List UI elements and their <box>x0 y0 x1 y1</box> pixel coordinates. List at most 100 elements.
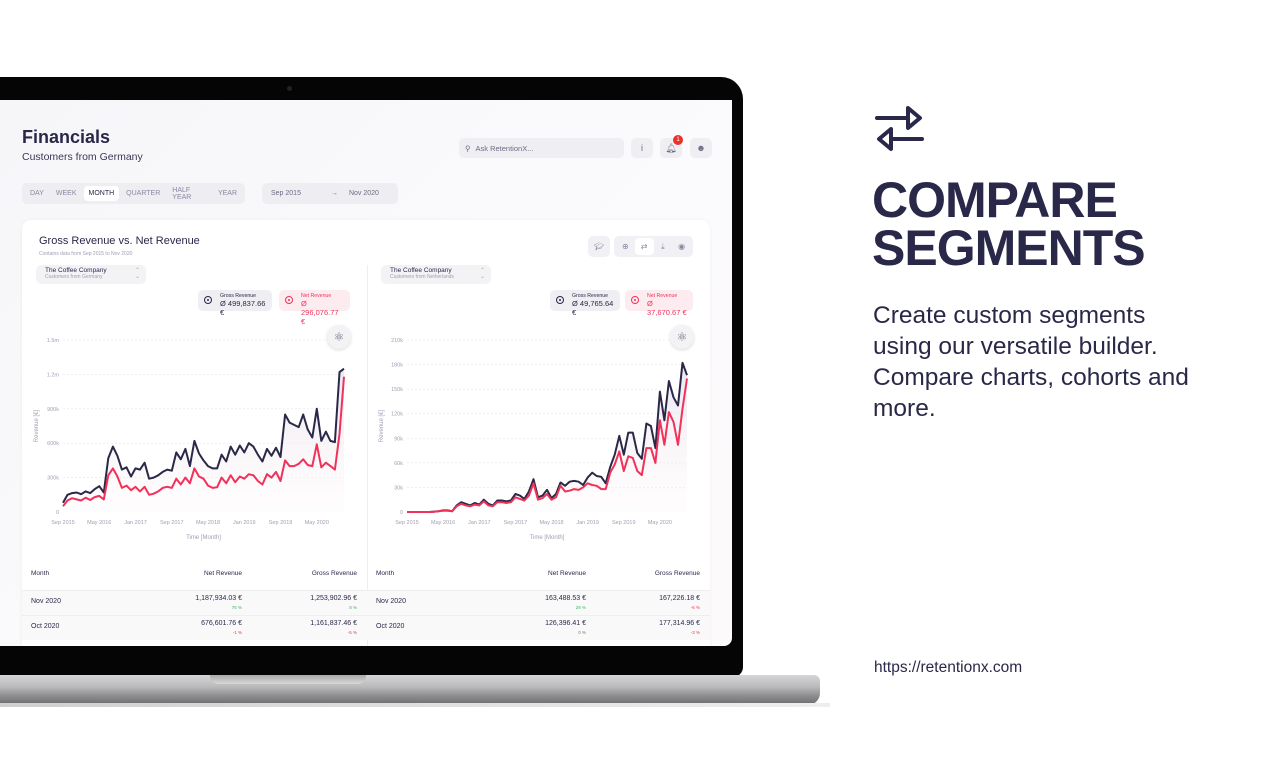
cell-month: Oct 2020 <box>31 623 60 630</box>
atom-icon: ⚛ <box>676 330 688 344</box>
x-tick-label: Sep 2019 <box>612 520 636 526</box>
cell-net: 1,187,934.03 € <box>195 595 242 602</box>
cell-month: Nov 2020 <box>376 598 406 605</box>
search-icon: ⚲ <box>465 143 471 153</box>
zoom-icon[interactable]: ⊕ <box>622 242 629 251</box>
ai-insights-button-right[interactable]: ⚛ <box>670 325 694 349</box>
legend-net-right[interactable]: Net Revenue Ø 37,670.67 € <box>625 290 693 317</box>
cell-gross: 1,253,902.96 € <box>310 595 357 602</box>
download-icon[interactable]: ⤓ <box>661 241 665 251</box>
pin-icon[interactable]: ◉ <box>678 242 686 251</box>
x-tick-label: May 2020 <box>648 520 672 526</box>
laptop-notch <box>210 675 366 684</box>
x-tick-label: Sep 2017 <box>504 520 528 526</box>
table-row[interactable] <box>22 590 710 615</box>
y-tick-label: 120k <box>391 412 403 418</box>
legend-gross-right[interactable]: Gross Revenue Ø 49,765.64 € <box>550 290 620 317</box>
revenue-charts: 0 300k 600k 900k 1.2m 1.5m Sep 2015 May 2016 Jan… <box>34 338 688 541</box>
segment-selector-left[interactable]: The Coffee Company Customers from German… <box>36 265 146 284</box>
cell-gross-change: -6 % <box>690 605 700 610</box>
legend-value: Ø 296,076.77 € <box>301 299 339 326</box>
legend-net-left[interactable]: Net Revenue Ø 296,076.77 € <box>279 290 350 326</box>
x-axis-label: Time [Month] <box>186 535 221 541</box>
compare-icon[interactable]: ⇄ <box>634 238 654 255</box>
x-tick-label: Jan 2017 <box>468 520 491 526</box>
chart-toolbar: ⊕ ⇄ ⤓ ◉ <box>614 236 693 257</box>
y-tick-label: 600k <box>47 441 59 447</box>
col-gross[interactable]: Gross Revenue <box>311 570 357 577</box>
legend-label: Gross Revenue <box>220 293 257 299</box>
radio-icon <box>285 296 293 304</box>
table-row[interactable] <box>22 615 710 640</box>
x-tick-label: Jan 2017 <box>124 520 147 526</box>
info-button[interactable]: i <box>631 138 653 158</box>
panel-divider <box>367 265 368 646</box>
radio-icon <box>631 296 639 304</box>
cell-gross: 177,314.96 € <box>659 620 700 627</box>
headline-line-1: COMPARE <box>872 172 1118 228</box>
legend-label: Net Revenue <box>647 293 678 299</box>
y-tick-label: 150k <box>391 387 403 393</box>
headline: COMPARE SEGMENTS <box>872 172 1146 273</box>
search-input[interactable]: ⚲ Ask RetentionX... <box>459 138 624 158</box>
cell-gross-change: -3 % <box>690 630 700 635</box>
cell-gross-change: -5 % <box>347 630 357 635</box>
cell-net-change: 29 % <box>575 605 586 610</box>
ai-insights-button-left[interactable]: ⚛ <box>327 325 351 349</box>
col-net[interactable]: Net Revenue <box>204 570 242 577</box>
legend-value: Ø 49,765.64 € <box>572 299 614 317</box>
chart-1: 0 30k 60k 90k 120k 150k 180k 210k Sep 2015 May 20… <box>379 338 688 541</box>
cell-gross-change: 8 % <box>349 605 357 610</box>
y-tick-label: 1.5m <box>47 338 60 344</box>
segment-name: Customers from Netherlands <box>390 274 454 280</box>
y-tick-label: 60k <box>394 461 403 467</box>
y-tick-label: 0 <box>400 510 403 516</box>
profile-button[interactable]: ☻ <box>690 138 712 158</box>
x-tick-label: Sep 2019 <box>269 520 293 526</box>
y-tick-label: 0 <box>56 510 59 516</box>
x-tick-label: May 2018 <box>196 520 220 526</box>
col-gross[interactable]: Gross Revenue <box>654 570 700 577</box>
col-net[interactable]: Net Revenue <box>548 570 586 577</box>
legend-value: Ø 37,670.67 € <box>647 299 687 317</box>
laptop-base <box>0 675 820 705</box>
x-tick-label: May 2018 <box>539 520 563 526</box>
gross-revenue-line[interactable] <box>62 367 345 504</box>
legend-gross-left[interactable]: Gross Revenue Ø 499,837.66 € <box>198 290 272 317</box>
period-day[interactable]: DAY <box>30 190 44 197</box>
date-to[interactable]: Nov 2020 <box>348 190 379 197</box>
col-month[interactable]: Month <box>31 570 50 577</box>
x-tick-label: May 2020 <box>305 520 329 526</box>
legend-value: Ø 499,837.66 € <box>220 299 266 317</box>
cell-gross: 167,226.18 € <box>659 595 700 602</box>
learn-button[interactable]: 🎓︎ <box>588 236 610 257</box>
website-link[interactable]: https://retentionx.com <box>874 659 1023 676</box>
y-tick-label: 30k <box>394 485 403 491</box>
date-range-picker[interactable]: Sep 2015 → Nov 2020 <box>262 183 398 204</box>
radio-icon <box>204 296 212 304</box>
x-tick-label: May 2016 <box>87 520 111 526</box>
date-from[interactable]: Sep 2015 <box>271 190 301 197</box>
x-tick-label: Sep 2017 <box>160 520 184 526</box>
page-title: Financials <box>22 127 111 147</box>
col-month[interactable]: Month <box>376 570 395 577</box>
y-tick-label: 180k <box>391 363 403 369</box>
period-quarter[interactable]: QUARTER <box>126 190 161 197</box>
period-year[interactable]: YEAR <box>217 190 237 197</box>
page-subtitle: Customers from Germany <box>22 151 143 163</box>
cell-month: Oct 2020 <box>376 623 405 630</box>
info-icon: i <box>641 143 643 153</box>
cell-net: 676,601.76 € <box>201 620 242 627</box>
x-tick-label: Jan 2019 <box>576 520 599 526</box>
net-revenue-line[interactable] <box>62 376 345 507</box>
period-week[interactable]: WEEK <box>55 190 77 197</box>
net-revenue-line[interactable] <box>407 378 688 513</box>
y-tick-label: 90k <box>394 436 403 442</box>
atom-icon: ⚛ <box>333 330 345 344</box>
marketing-body: Create custom segments using our versati… <box>873 302 1189 422</box>
period-half-year[interactable]: HALF YEAR <box>172 186 192 201</box>
segment-selector-right[interactable]: The Coffee Company Customers from Nether… <box>381 265 491 284</box>
period-month[interactable]: MONTH <box>83 186 120 201</box>
x-axis-label: Time [Month] <box>530 535 565 541</box>
card-title: Gross Revenue vs. Net Revenue <box>39 235 200 247</box>
